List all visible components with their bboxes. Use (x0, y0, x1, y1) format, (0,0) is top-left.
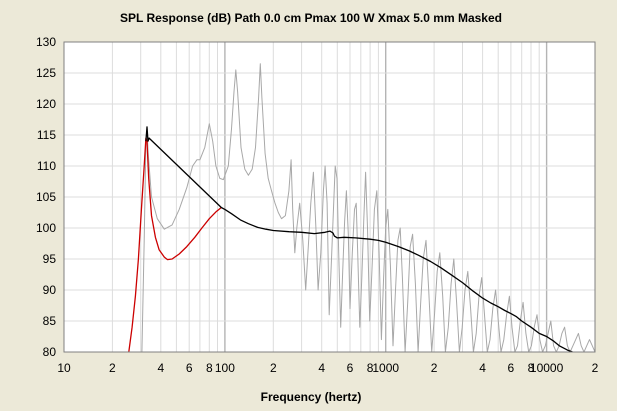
x-tick-label: 8 (528, 361, 535, 375)
series-line-excursion_limited (128, 137, 222, 352)
x-tick-label: 2 (431, 361, 438, 375)
y-tick-label: 100 (36, 221, 56, 235)
x-tick-label: 6 (186, 361, 193, 375)
x-tick-label: 8 (206, 361, 213, 375)
y-tick-label: 130 (36, 35, 56, 49)
y-tick-label: 125 (36, 66, 56, 80)
y-tick-label: 95 (43, 252, 57, 266)
x-tick-label: 6 (347, 361, 354, 375)
x-tick-label: 2 (592, 361, 599, 375)
y-tick-labels: 80 85 90 95 100 105 110 115 120 125 130 (36, 35, 56, 359)
x-tick-label: 1000 (372, 361, 399, 375)
x-tick-label: 4 (479, 361, 486, 375)
series-line-unmasked (141, 63, 595, 352)
x-tick-label: 10 (57, 361, 71, 375)
y-tick-label: 90 (43, 283, 57, 297)
y-tick-label: 85 (43, 314, 57, 328)
chart-title: SPL Response (dB) Path 0.0 cm Pmax 100 W… (120, 11, 502, 25)
y-tick-label: 105 (36, 190, 56, 204)
x-tick-label: 10000 (530, 361, 564, 375)
y-tick-label: 120 (36, 97, 56, 111)
x-tick-label: 100 (215, 361, 235, 375)
y-tick-label: 110 (37, 159, 56, 173)
plot-border (63, 41, 596, 353)
series-line-masked (145, 126, 573, 352)
x-axis-label: Frequency (hertz) (261, 390, 362, 404)
y-tick-label: 115 (37, 128, 56, 142)
x-tick-label: 8 (367, 361, 374, 375)
x-tick-label: 4 (318, 361, 325, 375)
x-tick-label: 6 (508, 361, 515, 375)
x-tick-label: 2 (109, 361, 116, 375)
y-tick-label: 80 (43, 345, 57, 359)
x-tick-label: 2 (270, 361, 277, 375)
series-layer (128, 63, 595, 352)
x-tick-label: 4 (157, 361, 164, 375)
